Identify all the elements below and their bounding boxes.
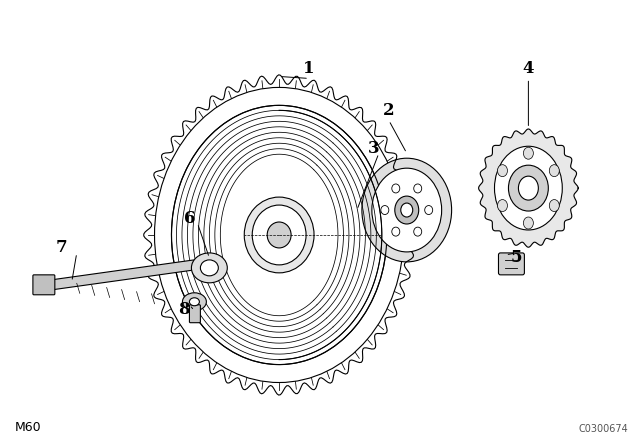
Text: 8: 8 xyxy=(179,301,190,318)
Text: C0300674: C0300674 xyxy=(578,424,628,435)
Text: 1: 1 xyxy=(303,60,315,77)
Text: 2: 2 xyxy=(383,102,395,119)
Ellipse shape xyxy=(413,184,422,193)
Text: 5: 5 xyxy=(511,250,522,267)
Ellipse shape xyxy=(497,199,508,211)
Polygon shape xyxy=(479,129,578,247)
Ellipse shape xyxy=(189,298,200,306)
Ellipse shape xyxy=(524,147,533,159)
Ellipse shape xyxy=(518,176,538,200)
Ellipse shape xyxy=(182,293,206,311)
Ellipse shape xyxy=(362,158,452,262)
Text: 3: 3 xyxy=(368,140,380,157)
Ellipse shape xyxy=(495,146,563,230)
Bar xyxy=(344,153,362,267)
Ellipse shape xyxy=(244,197,314,273)
FancyArrow shape xyxy=(51,260,195,290)
Ellipse shape xyxy=(497,165,508,177)
Text: 6: 6 xyxy=(184,210,195,227)
FancyBboxPatch shape xyxy=(189,305,200,323)
Ellipse shape xyxy=(524,217,533,229)
Ellipse shape xyxy=(372,168,442,252)
Text: 7: 7 xyxy=(56,239,68,256)
Ellipse shape xyxy=(425,206,433,215)
Ellipse shape xyxy=(172,105,387,365)
Ellipse shape xyxy=(508,165,548,211)
Ellipse shape xyxy=(392,184,400,193)
Ellipse shape xyxy=(267,222,291,248)
Ellipse shape xyxy=(252,205,306,265)
Ellipse shape xyxy=(401,203,413,217)
FancyBboxPatch shape xyxy=(499,253,524,275)
FancyBboxPatch shape xyxy=(33,275,55,295)
Ellipse shape xyxy=(395,196,419,224)
Ellipse shape xyxy=(154,87,404,383)
Ellipse shape xyxy=(191,253,227,283)
Ellipse shape xyxy=(381,206,389,215)
Ellipse shape xyxy=(392,227,400,236)
Ellipse shape xyxy=(413,227,422,236)
Ellipse shape xyxy=(549,199,559,211)
Ellipse shape xyxy=(200,260,218,276)
Ellipse shape xyxy=(549,165,559,177)
Text: M60: M60 xyxy=(15,422,42,435)
Text: 4: 4 xyxy=(523,60,534,77)
